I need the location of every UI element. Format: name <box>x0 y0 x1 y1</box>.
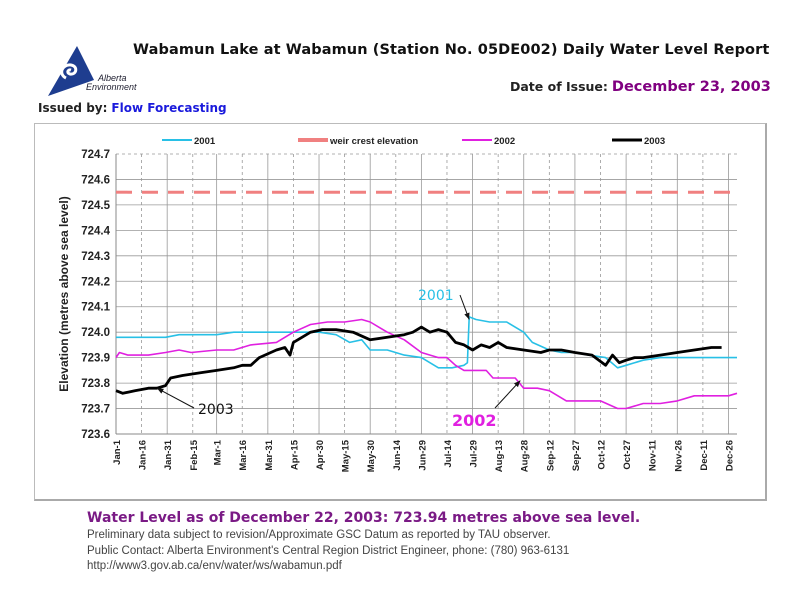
y-axis-ticks: 723.6 723.7 723.8 723.9 724.0 724.1 724.2 724.3… <box>81 149 110 441</box>
date-of-issue-label: Date of Issue: <box>510 79 608 94</box>
issued-by-value: Flow Forecasting <box>111 101 227 115</box>
arrowhead-icon <box>513 380 521 388</box>
legend-label: 2003 <box>644 136 665 147</box>
x-tick-label: Nov-11 <box>648 439 659 471</box>
y-tick-label: 724.1 <box>81 302 110 314</box>
x-tick-label: Oct-12 <box>597 440 608 470</box>
series-line-2001 <box>116 316 737 369</box>
legend-label: weir crest elevation <box>329 136 418 147</box>
x-tick-label: Oct-27 <box>622 440 633 470</box>
x-tick-label: Nov-26 <box>673 440 684 472</box>
contact-text: Public Contact: Alberta Environment's Ce… <box>87 545 570 557</box>
x-tick-label: Jun-14 <box>392 439 403 470</box>
x-tick-label: Apr-15 <box>289 439 300 470</box>
y-tick-label: 724.7 <box>81 149 110 161</box>
legend-label: 2002 <box>494 136 515 147</box>
y-axis-label: Elevation (metres above sea level) <box>57 196 71 391</box>
arrowhead-icon <box>464 312 470 320</box>
x-tick-label: Mar-31 <box>264 439 275 470</box>
y-tick-label: 724.3 <box>81 251 110 263</box>
y-tick-label: 723.8 <box>81 378 110 390</box>
x-tick-label: Mar-1 <box>213 439 224 465</box>
date-of-issue: Date of Issue: December 23, 2003 <box>510 79 771 95</box>
x-tick-label: Apr-30 <box>315 440 326 470</box>
x-tick-label: Dec-11 <box>699 439 710 470</box>
annotations: 2001 2002 2003 <box>156 288 521 430</box>
logo-triangle-icon <box>48 46 94 96</box>
x-tick-label: Jul-29 <box>469 440 480 467</box>
x-tick-label: Aug-13 <box>494 440 505 472</box>
x-tick-label: Jan-1 <box>112 439 123 465</box>
y-tick-label: 723.6 <box>81 429 110 441</box>
disclaimer-text: Preliminary data subject to revision/App… <box>87 529 551 541</box>
x-tick-label: Feb-15 <box>189 439 200 470</box>
y-tick-label: 724.0 <box>81 327 110 339</box>
date-of-issue-value: December 23, 2003 <box>611 79 771 95</box>
logo-text-alberta: Alberta <box>98 73 127 83</box>
series-line-2002 <box>115 318 738 410</box>
y-tick-label: 724.4 <box>81 225 110 237</box>
current-water-level: Water Level as of December 22, 2003: 723… <box>87 510 641 526</box>
issued-by: Issued by: Flow Forecasting <box>38 101 227 115</box>
annotation-label: 2003 <box>198 402 234 418</box>
x-tick-label: May-15 <box>341 439 352 472</box>
report-url[interactable]: http://www3.gov.ab.ca/env/water/ws/wabam… <box>87 560 342 572</box>
chart-area <box>34 123 767 501</box>
page-title: Wabamun Lake at Wabamun (Station No. 05D… <box>133 42 770 58</box>
x-tick-label: Jul-14 <box>443 439 454 467</box>
series-lines <box>115 190 738 410</box>
y-tick-label: 723.7 <box>81 404 110 416</box>
logo-text-environment: Environment <box>86 82 137 92</box>
x-axis-ticks: Jan-1 Jan-16 Jan-31 Feb-15 Mar-1 Mar-16 Mar-31… <box>112 439 735 472</box>
annotation-arrow <box>156 387 195 409</box>
x-tick-label: Jan-31 <box>163 439 174 470</box>
y-tick-label: 724.5 <box>81 200 110 212</box>
y-tick-label: 724.2 <box>81 276 110 288</box>
x-tick-label: Jan-16 <box>138 440 149 470</box>
issued-by-label: Issued by: <box>38 101 108 115</box>
annotation-label: 2001 <box>418 288 454 304</box>
series-line-2003 <box>115 325 722 395</box>
x-tick-label: Sep-12 <box>545 440 556 471</box>
x-tick-label: Mar-16 <box>238 440 249 471</box>
alberta-environment-logo: Alberta Environment <box>44 44 137 98</box>
y-tick-label: 723.9 <box>81 353 110 365</box>
legend: 2001 weir crest elevation 2002 2003 <box>162 136 665 147</box>
x-tick-label: Sep-27 <box>571 440 582 471</box>
arrowhead-icon <box>156 388 164 394</box>
annotation-label: 2002 <box>452 411 497 430</box>
x-tick-label: Jun-29 <box>417 440 428 471</box>
legend-label: 2001 <box>194 136 216 147</box>
y-tick-label: 724.6 <box>81 174 110 186</box>
x-tick-label: Dec-26 <box>724 440 735 471</box>
x-tick-label: May-30 <box>366 440 377 472</box>
x-tick-label: Aug-28 <box>520 440 531 472</box>
